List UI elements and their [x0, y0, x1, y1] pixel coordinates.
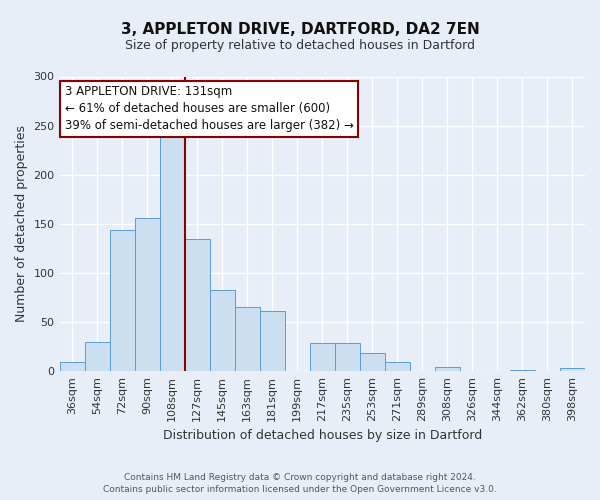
Bar [160, 134, 185, 371]
Bar [134, 218, 160, 371]
Bar [385, 362, 410, 371]
Bar [59, 362, 85, 371]
Bar [235, 308, 260, 371]
Y-axis label: Number of detached properties: Number of detached properties [15, 126, 28, 322]
Bar [209, 290, 235, 371]
Bar [110, 230, 134, 371]
Bar [510, 370, 535, 371]
Text: 3 APPLETON DRIVE: 131sqm
← 61% of detached houses are smaller (600)
39% of semi-: 3 APPLETON DRIVE: 131sqm ← 61% of detach… [65, 86, 353, 132]
Bar [185, 238, 209, 371]
Bar [260, 312, 285, 371]
Text: Size of property relative to detached houses in Dartford: Size of property relative to detached ho… [125, 39, 475, 52]
X-axis label: Distribution of detached houses by size in Dartford: Distribution of detached houses by size … [163, 430, 482, 442]
Bar [85, 342, 110, 371]
Bar [560, 368, 585, 371]
Text: Contains public sector information licensed under the Open Government Licence v3: Contains public sector information licen… [103, 485, 497, 494]
Text: Contains HM Land Registry data © Crown copyright and database right 2024.: Contains HM Land Registry data © Crown c… [124, 472, 476, 482]
Bar [360, 352, 385, 371]
Bar [435, 368, 460, 371]
Text: 3, APPLETON DRIVE, DARTFORD, DA2 7EN: 3, APPLETON DRIVE, DARTFORD, DA2 7EN [121, 22, 479, 38]
Bar [335, 342, 360, 371]
Bar [310, 342, 335, 371]
